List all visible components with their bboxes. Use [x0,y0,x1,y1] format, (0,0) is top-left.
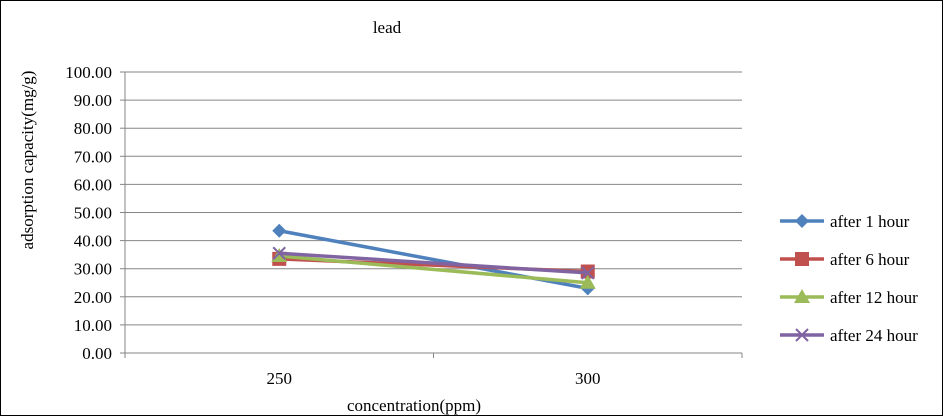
series [271,223,596,296]
legend: after 1 hour after 6 hour after 12 hour aft… [780,212,918,345]
chart-title: lead [373,18,402,37]
data-point-after-1-hour [272,223,287,238]
y-tick-label: 60.00 [74,175,112,194]
marker-stroke [581,266,595,280]
y-tick-label: 30.00 [74,260,112,279]
legend-item-after-1-hour: after 1 hour [780,212,910,231]
data-point-after-12-hour [579,274,596,289]
y-tick-label: 70.00 [74,147,112,166]
series-line-after-12-hour [279,254,588,285]
gridlines [125,71,742,326]
legend-label: after 12 hour [830,288,918,307]
y-tick-label: 90.00 [74,91,112,110]
legend-item-after-6-hour: after 6 hour [780,250,910,269]
series-line-after-24-hour [279,251,588,275]
legend-marker [794,289,810,303]
legend-label: after 6 hour [830,250,910,269]
x-tick-label: 250 [267,369,293,388]
axes: 0.00 10.00 20.00 30.00 40.00 50.00 60.00 70.00 8… [65,63,743,388]
data-point-after-24-hour [272,246,286,260]
y-tick-label: 20.00 [74,288,112,307]
data-point-after-24-hour [581,266,595,280]
legend-item-after-24-hour: after 24 hour [780,326,918,345]
y-axis-label: adsorption capacity(mg/g) [18,71,37,250]
y-tick-label: 40.00 [74,232,112,251]
legend-label: after 24 hour [830,326,918,345]
y-tick-label: 100.00 [65,63,112,82]
legend-marker [795,252,809,266]
x-tick-label: 300 [575,369,601,388]
y-tick-label: 80.00 [74,119,112,138]
marker-stroke [795,328,809,342]
legend-label: after 1 hour [830,212,910,231]
y-tick-label: 0.00 [82,344,112,363]
legend-marker [795,328,809,342]
x-axis-label: concentration(ppm) [347,396,481,415]
legend-item-after-12-hour: after 12 hour [780,288,918,307]
marker-stroke [272,246,286,260]
y-tick-label: 50.00 [74,204,112,223]
legend-marker [795,214,809,228]
y-tick-label: 10.00 [74,316,112,335]
